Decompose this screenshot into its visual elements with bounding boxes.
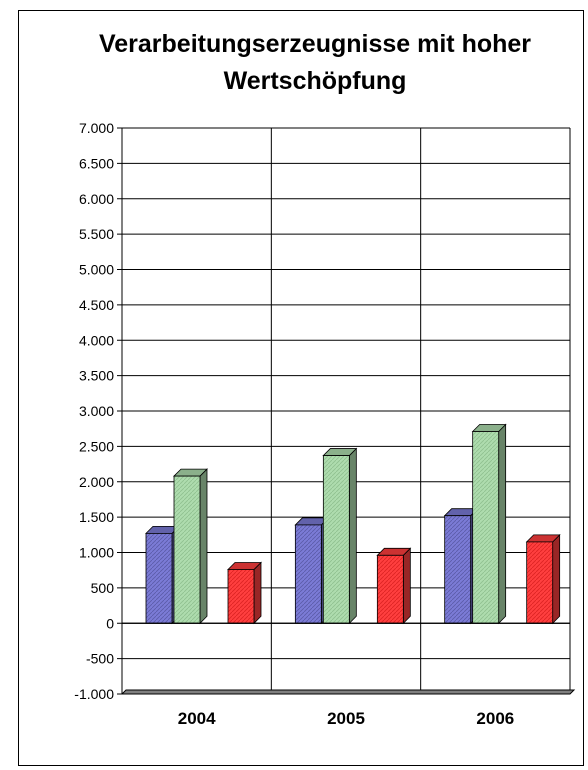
x-category-label: 2006 [476,709,514,728]
bar [322,447,358,625]
y-tick-label: 5.000 [79,262,114,278]
y-tick-label: 6.000 [79,191,114,207]
y-tick-label: 2.500 [79,438,114,454]
bar-front [145,532,173,624]
y-tick-label: 5.500 [79,226,114,242]
y-tick-label: 4.000 [79,332,114,348]
bar-side [402,547,411,625]
bar [471,423,507,625]
chart-title: Verarbeitungserzeugnisse mit hoher Werts… [98,30,532,95]
bar-side [253,561,262,625]
bar-front [294,524,322,624]
bar-front [173,475,201,624]
bar-front [526,541,554,624]
bar-front [322,455,350,624]
bar-side [199,468,208,625]
bar-front [472,431,500,624]
bar-front [227,569,255,624]
y-tick-label: 4.500 [79,297,114,313]
bar-front [444,515,472,624]
chart-frame [18,10,584,766]
bar-front [376,554,404,624]
y-tick-label: 1.500 [79,509,114,525]
bar-side [498,423,507,625]
bar [227,561,262,625]
y-tick-label: 500 [91,580,115,596]
bar-side [552,533,561,625]
x-category-label: 2005 [327,709,365,728]
bar [525,533,561,625]
bar [173,468,208,625]
y-tick-label: -500 [86,651,114,667]
y-tick-label: 0 [106,615,114,631]
y-tick-label: -1.000 [74,686,114,702]
bar [376,547,412,625]
y-tick-label: 3.500 [79,368,114,384]
y-tick-label: 1.000 [79,545,114,561]
y-tick-label: 6.500 [79,155,114,171]
y-tick-label: 3.000 [79,403,114,419]
x-category-label: 2004 [178,709,216,728]
y-tick-label: 7.000 [79,120,114,136]
chart-floor [120,689,576,695]
bar-side [348,447,357,625]
y-tick-label: 2.000 [79,474,114,490]
